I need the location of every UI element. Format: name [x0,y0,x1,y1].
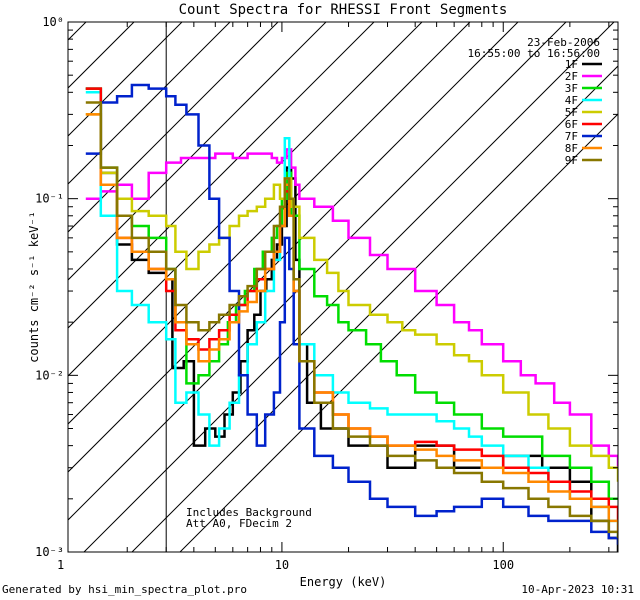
hatch-line [68,22,183,137]
legend-label-8F: 8F [565,142,578,155]
hatch-line [68,22,519,473]
date-label: 23-Feb-2006 [527,36,600,49]
series-2F [85,148,618,468]
hatched-region [68,22,618,552]
hatch-line [68,22,327,281]
legend-label-3F: 3F [565,82,578,95]
legend-label-7F: 7F [565,130,578,143]
series-7F [85,83,618,545]
legend-label-9F: 9F [565,154,578,167]
hatch-line [131,65,618,552]
hatch-line [68,22,87,41]
y-tick-label: 10⁻² [35,368,64,382]
timestamp-label: 10-Apr-2023 10:31 [521,583,634,596]
chart-title: Count Spectra for RHESSI Front Segments [179,2,508,18]
legend-label-5F: 5F [565,106,578,119]
hatch-line [68,22,279,233]
annotation-attenuator: Att A0, FDecim 2 [186,517,292,530]
hatch-line [68,22,567,521]
axes-layer: 1 10 100 10⁰ 10⁻¹ 10⁻² 10⁻³ [35,15,618,572]
annotation-background: Includes Background [186,506,312,519]
hatch-line [68,22,471,425]
time-range-label: 16:55:00 to 16:56:00 [468,47,600,60]
y-tick-label: 10⁻³ [35,545,64,559]
x-tick-label: 100 [492,558,514,572]
hatch-line [83,22,615,552]
legend-label-2F: 2F [565,70,578,83]
series-4F [85,91,618,538]
x-tick-label: 10 [275,558,289,572]
generated-by-label: Generated by hsi_min_spectra_plot.pro [2,583,248,596]
hatch-line [68,22,423,377]
legend-label-4F: 4F [565,94,578,107]
hatch-line [179,113,618,552]
series-5F [85,113,618,482]
hatch-line [68,22,135,89]
y-tick-label: 10⁻¹ [35,192,64,206]
series-9F [85,101,618,538]
y-axis-label: counts cm⁻² s⁻¹ keV⁻¹ [27,211,41,363]
legend-label-1F: 1F [565,58,578,71]
plot-frame [67,21,619,553]
hatch-line [68,22,375,329]
legend-label-6F: 6F [565,118,578,131]
x-axis-label: Energy (keV) [300,575,387,589]
y-tick-label: 10⁰ [42,15,64,29]
series-layer [85,83,618,552]
x-tick-label: 1 [57,558,64,572]
